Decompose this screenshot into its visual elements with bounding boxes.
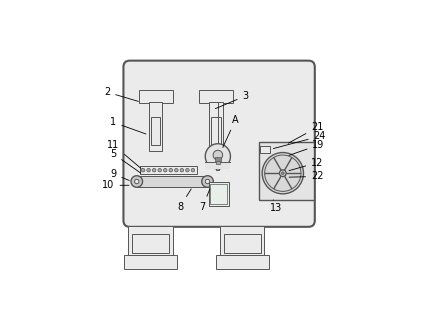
Bar bbox=[149, 102, 163, 151]
Bar bbox=[216, 161, 220, 164]
Text: 13: 13 bbox=[270, 200, 282, 213]
Bar bbox=[209, 102, 223, 151]
Text: 2: 2 bbox=[104, 87, 138, 101]
Circle shape bbox=[131, 176, 143, 187]
Circle shape bbox=[147, 168, 150, 172]
Bar bbox=[216, 156, 219, 170]
Circle shape bbox=[262, 152, 304, 194]
Circle shape bbox=[213, 150, 223, 160]
Bar bbox=[209, 182, 229, 206]
Bar bbox=[205, 162, 230, 169]
Circle shape bbox=[281, 172, 284, 175]
Bar bbox=[215, 157, 221, 162]
Circle shape bbox=[158, 168, 161, 172]
Text: 21: 21 bbox=[288, 122, 323, 143]
Text: 9: 9 bbox=[111, 169, 129, 181]
Bar bbox=[216, 255, 269, 269]
Text: 5: 5 bbox=[110, 149, 141, 173]
Bar bbox=[138, 90, 172, 103]
Bar bbox=[124, 255, 177, 269]
Circle shape bbox=[186, 168, 189, 172]
Bar bbox=[199, 90, 233, 103]
Circle shape bbox=[169, 168, 172, 172]
Circle shape bbox=[175, 168, 178, 172]
Text: 8: 8 bbox=[177, 189, 191, 212]
Circle shape bbox=[135, 179, 139, 184]
Circle shape bbox=[205, 144, 230, 169]
Bar bbox=[132, 234, 169, 253]
Text: 3: 3 bbox=[215, 91, 249, 109]
Bar bbox=[151, 116, 160, 146]
Bar bbox=[260, 146, 270, 153]
Bar bbox=[137, 177, 208, 186]
Bar bbox=[259, 143, 313, 200]
Text: A: A bbox=[223, 115, 239, 147]
Text: 1: 1 bbox=[111, 117, 146, 134]
Circle shape bbox=[280, 170, 286, 177]
Circle shape bbox=[163, 168, 167, 172]
Circle shape bbox=[206, 179, 210, 184]
Bar bbox=[210, 184, 227, 204]
Text: 24: 24 bbox=[273, 131, 326, 148]
Bar bbox=[129, 226, 172, 256]
Circle shape bbox=[141, 168, 145, 172]
Bar bbox=[224, 234, 261, 253]
Text: 12: 12 bbox=[289, 158, 323, 171]
Text: 22: 22 bbox=[289, 171, 323, 181]
Text: 11: 11 bbox=[107, 140, 141, 168]
Circle shape bbox=[180, 168, 184, 172]
Circle shape bbox=[152, 168, 156, 172]
Bar bbox=[140, 166, 197, 174]
Text: 7: 7 bbox=[200, 189, 210, 212]
Bar bbox=[211, 116, 221, 146]
Text: 10: 10 bbox=[102, 180, 129, 190]
Bar bbox=[220, 226, 264, 256]
Text: 19: 19 bbox=[289, 140, 325, 155]
Circle shape bbox=[191, 168, 195, 172]
FancyBboxPatch shape bbox=[123, 60, 315, 227]
Circle shape bbox=[202, 176, 213, 187]
